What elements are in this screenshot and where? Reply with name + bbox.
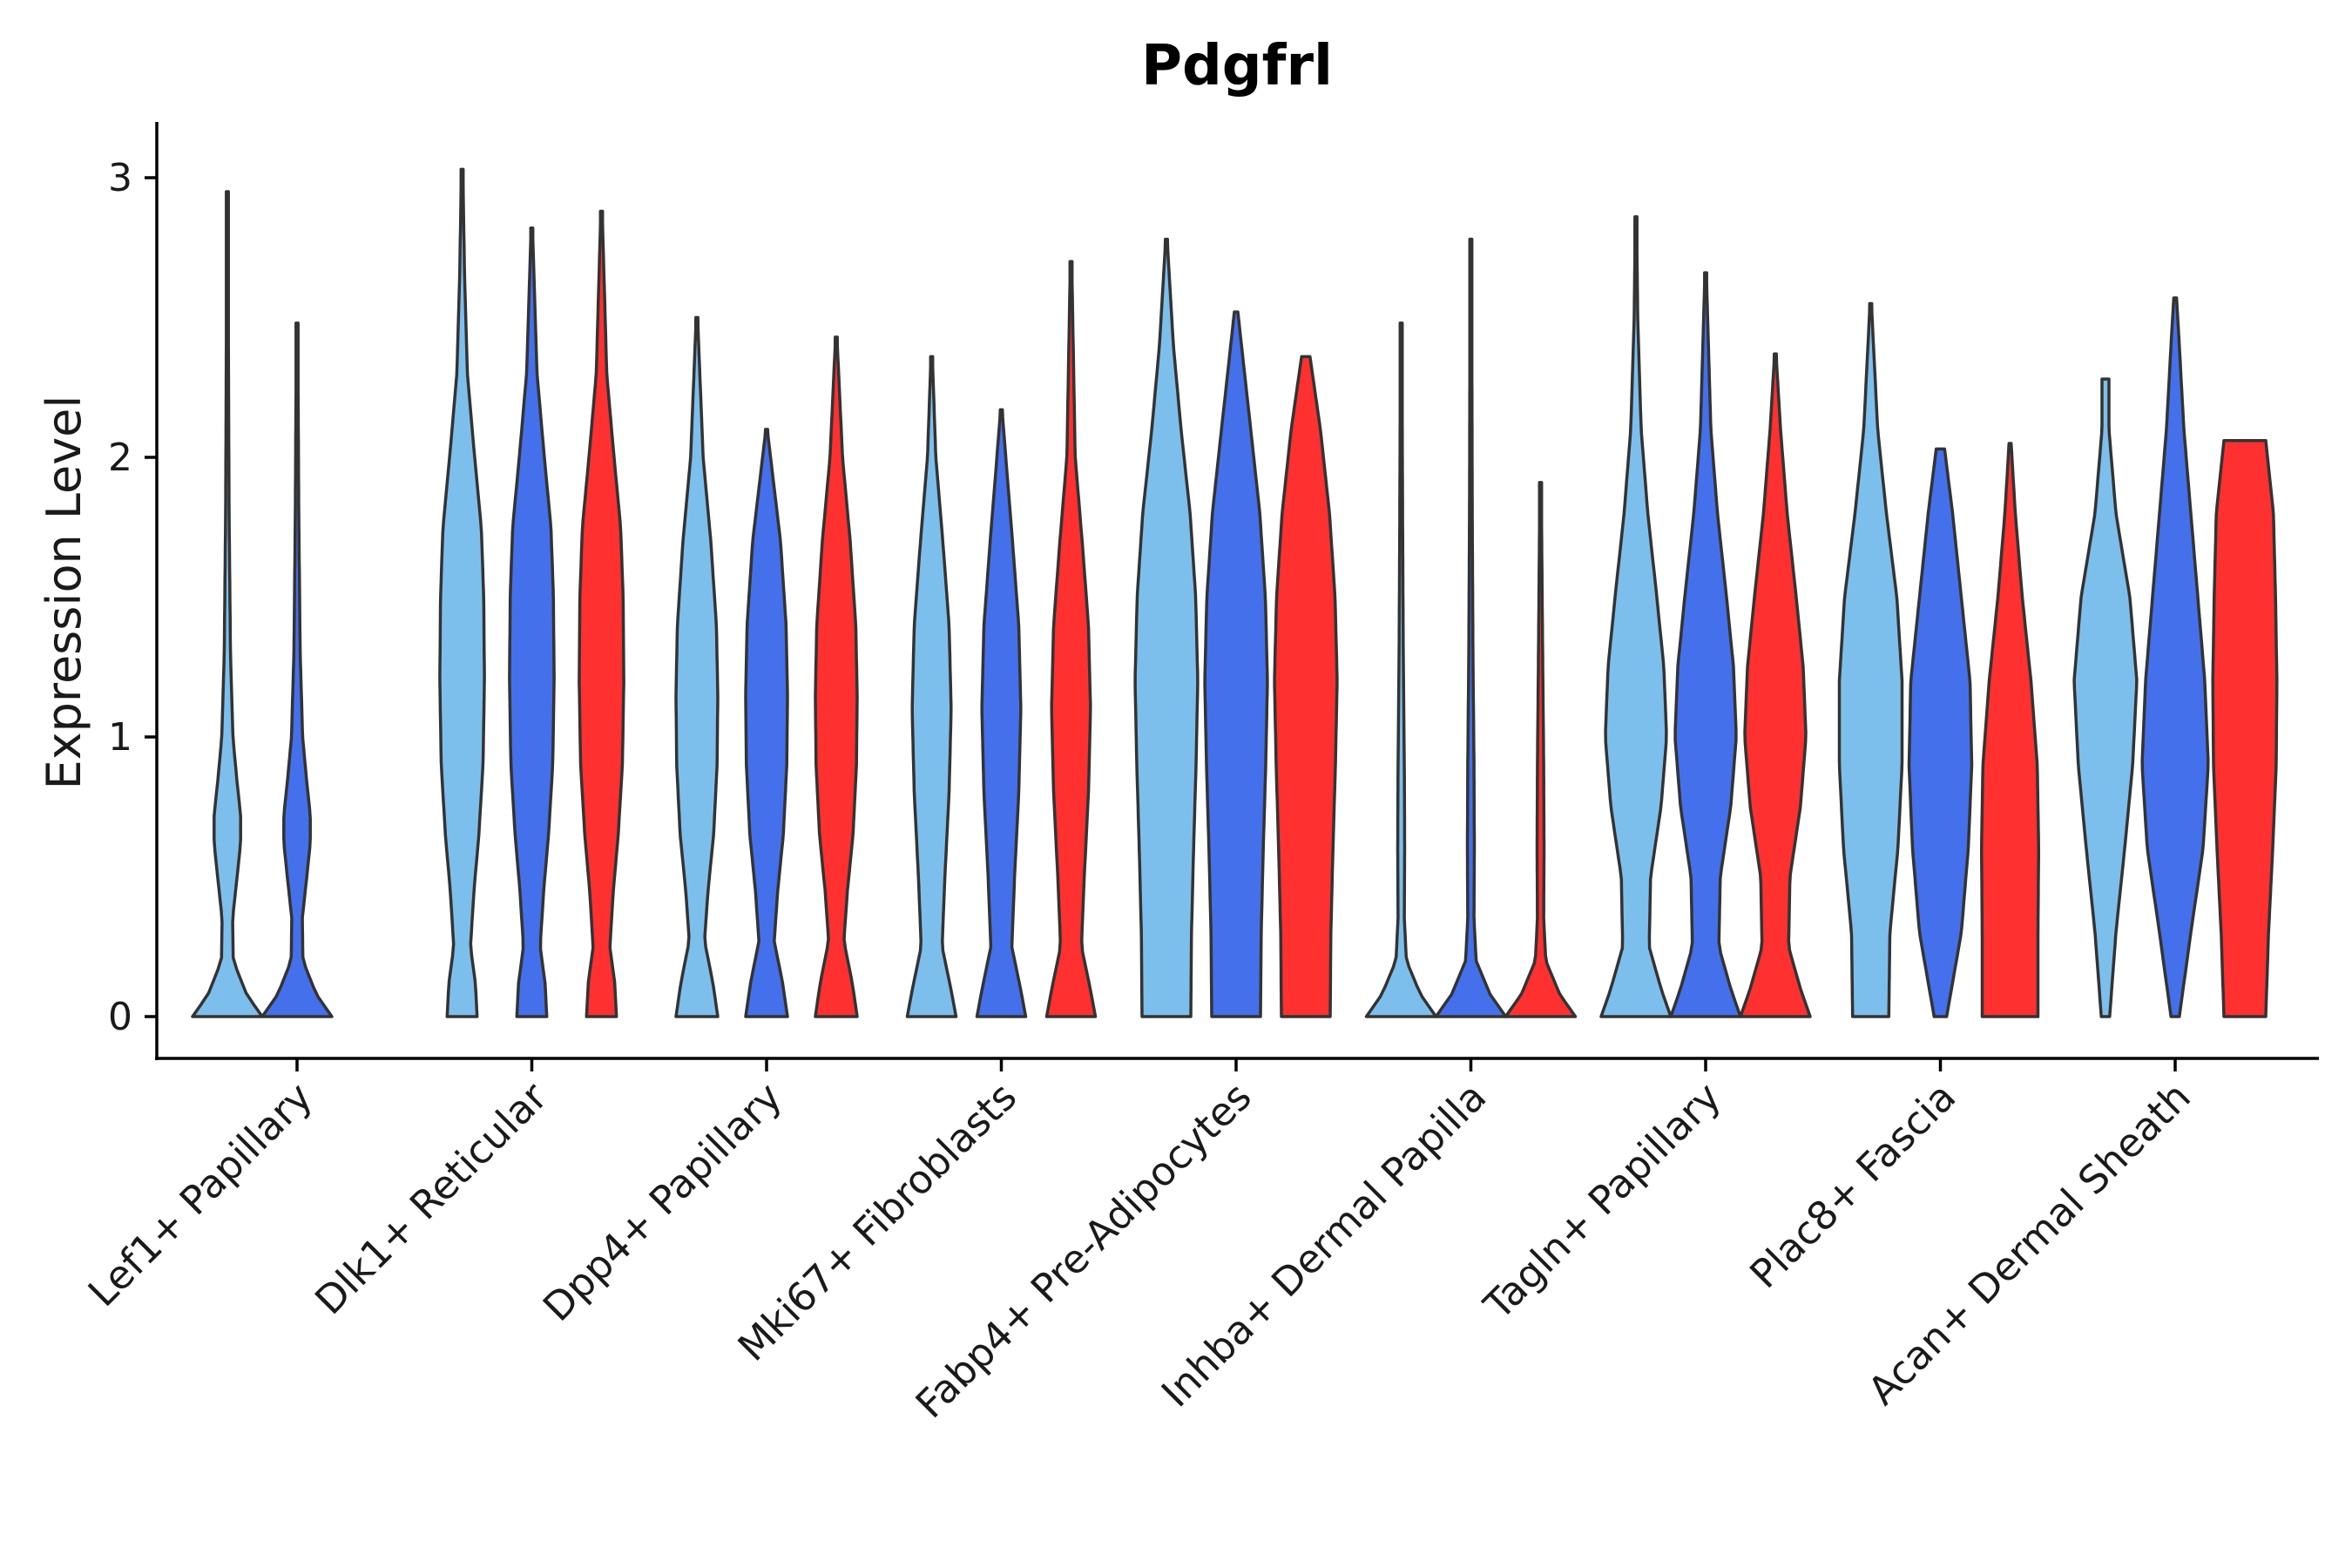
violin-mark	[1273, 355, 1339, 1018]
y-tick-label: 2	[108, 436, 132, 480]
x-tick-label: Tagln+ Papillary	[1475, 1073, 1730, 1328]
y-tick-label: 0	[108, 995, 132, 1039]
violin-mark	[2140, 296, 2210, 1018]
x-tick-label: Dpp4+ Papillary	[534, 1073, 791, 1330]
violin-mark	[578, 209, 625, 1018]
y-axis-label: Expression Level	[37, 395, 91, 790]
violin-mark	[1504, 481, 1578, 1018]
violin-mark	[1203, 310, 1269, 1018]
violin-mark	[1364, 321, 1438, 1018]
violin-mark	[2072, 377, 2139, 1018]
violin-mark	[674, 315, 720, 1018]
violin-mark	[1669, 271, 1742, 1018]
violin-mark	[438, 167, 486, 1018]
chart-title: Pdgfrl	[1141, 34, 1333, 98]
y-ticks: 0 1 2 3	[108, 156, 157, 1039]
y-tick-label: 1	[108, 715, 132, 760]
violin-mark	[975, 408, 1028, 1018]
x-tick-label: Lef1+ Papillary	[79, 1073, 321, 1315]
violin-mark	[1434, 237, 1508, 1018]
violin-mark	[744, 428, 789, 1018]
violin-mark	[1837, 301, 1904, 1018]
violin-mark	[1907, 447, 1974, 1018]
violin-mark	[905, 355, 958, 1018]
violin-layer	[191, 167, 2279, 1018]
violin-mark	[2211, 438, 2279, 1018]
violin-mark	[191, 190, 264, 1018]
violin-mark	[1599, 215, 1673, 1018]
x-tick-label: Dlk1+ Reticular	[306, 1073, 556, 1323]
x-tick-label: Plac8+ Fascia	[1740, 1073, 1964, 1297]
violin-mark	[260, 321, 334, 1018]
violin-mark	[508, 226, 556, 1018]
violin-mark	[814, 335, 859, 1018]
violin-mark	[1739, 352, 1812, 1018]
violin-mark	[1133, 237, 1200, 1018]
y-tick-label: 3	[108, 156, 132, 200]
violin-mark	[1979, 442, 2041, 1018]
violin-mark	[1044, 260, 1098, 1018]
